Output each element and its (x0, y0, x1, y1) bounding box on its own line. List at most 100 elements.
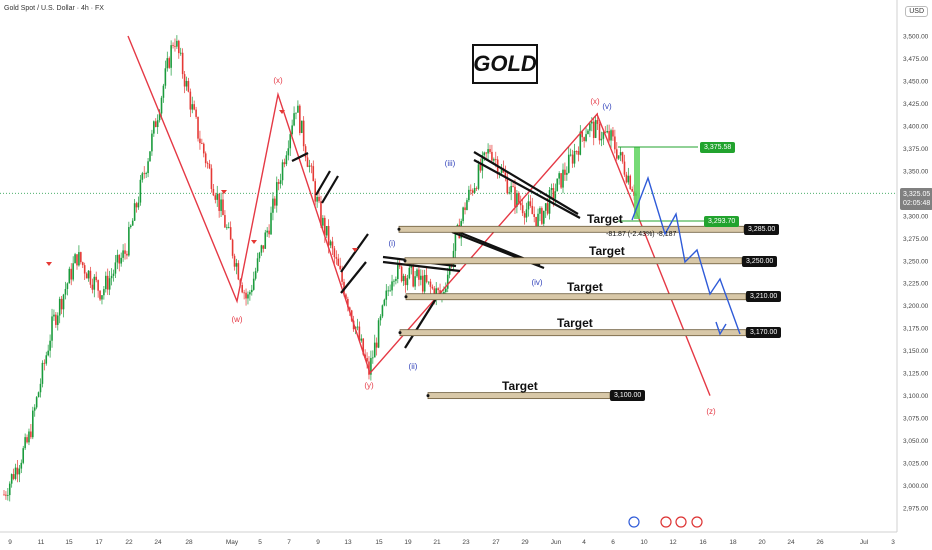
candle-body (189, 91, 192, 110)
measure-box (634, 147, 640, 219)
candle-body (293, 113, 295, 126)
candle-body (614, 136, 616, 150)
event-icon[interactable] (675, 516, 687, 528)
candle-body (22, 448, 25, 463)
candle-body (251, 289, 253, 293)
y-tick-label: 3,050.00 (903, 438, 929, 445)
candle-body (95, 276, 98, 281)
measure-readout: -81.87 (-2.43%) -8,187 (606, 231, 677, 238)
wave-label-x: (x) (590, 97, 600, 106)
candle-body (124, 250, 126, 254)
candle-body (243, 292, 245, 294)
candle-body (306, 157, 309, 167)
y-tick-label: 3,000.00 (903, 483, 929, 490)
candle-body (114, 262, 117, 274)
y-tick-label: 3,100.00 (903, 393, 929, 400)
candle-body (562, 169, 564, 188)
candle-body (101, 295, 103, 300)
currency-badge[interactable]: USD (905, 6, 928, 17)
candle-body (201, 143, 203, 144)
candle-body (208, 163, 211, 169)
candle-body (66, 283, 69, 289)
x-tick-label: 18 (729, 539, 737, 546)
candle-body (535, 216, 537, 228)
candle-body (254, 271, 257, 279)
candle-body (483, 152, 486, 156)
candle-body (45, 355, 48, 364)
candle-body (362, 338, 365, 355)
red-wave-path (127, 35, 711, 396)
y-tick-label: 3,300.00 (903, 213, 929, 220)
candle-body (78, 252, 80, 266)
candle-body (421, 275, 424, 292)
candle-body (464, 207, 466, 211)
candle-body (195, 109, 197, 117)
target-price-tag-4[interactable]: 3,170.00 (746, 327, 782, 338)
x-tick-label: 11 (38, 539, 45, 546)
candle-body (389, 290, 391, 292)
candle-body (122, 250, 124, 258)
target-zone-anchor (403, 259, 407, 263)
candle-body (468, 189, 470, 201)
candle-body (256, 258, 259, 272)
high-price-tag[interactable]: 3,375.58 (700, 142, 736, 153)
candle-body (275, 182, 278, 206)
target-price-tag-3[interactable]: 3,210.00 (746, 291, 782, 302)
candle-body (329, 241, 332, 246)
candle-body (126, 253, 128, 256)
event-icon[interactable] (660, 516, 672, 528)
down-marker (221, 190, 227, 194)
candle-body (592, 121, 595, 138)
target-price-tag-5[interactable]: 3,100.00 (610, 390, 646, 401)
candle-body (420, 275, 422, 280)
y-tick-label: 3,025.00 (903, 461, 929, 468)
down-marker (46, 262, 52, 266)
candle-body (312, 166, 315, 182)
trendline (340, 233, 369, 273)
event-icon[interactable] (628, 516, 640, 528)
candle-body (168, 58, 171, 68)
trendline (382, 260, 461, 273)
x-tick-label: May (226, 539, 239, 546)
candle-body (395, 279, 397, 281)
candle-body (402, 275, 405, 282)
candle-body (425, 274, 428, 282)
candle-body (410, 266, 413, 268)
wave-label-y: (y) (364, 381, 374, 390)
candle-body (283, 162, 286, 165)
candle-body (24, 437, 26, 449)
candle-body (141, 173, 144, 180)
candle-body (518, 193, 520, 203)
candle-body (445, 288, 447, 293)
candle-body (270, 212, 272, 235)
candle-body (341, 269, 343, 282)
target-zone-anchor (404, 295, 408, 299)
current-price-tag[interactable]: 3,325.05 02:05:48 (900, 188, 932, 210)
target-price-tag-1[interactable]: 3,285.00 (744, 224, 780, 235)
candle-body (627, 175, 630, 183)
candle-body (131, 220, 134, 226)
gold-logo-text: GOLD (473, 51, 537, 76)
target-label-1: Target (587, 212, 623, 226)
candle-body (629, 175, 632, 190)
candle-body (33, 407, 36, 411)
candle-body (487, 149, 489, 154)
event-icon[interactable] (691, 516, 703, 528)
candle-body (10, 474, 13, 484)
candle-body (302, 120, 305, 147)
candle-body (489, 149, 491, 152)
low-price-tag[interactable]: 3,293.70 (704, 216, 740, 227)
candle-body (310, 165, 313, 167)
x-tick-label: 9 (316, 539, 320, 546)
candle-body (145, 173, 147, 175)
y-tick-label: 3,500.00 (903, 34, 929, 41)
candle-body (156, 120, 159, 128)
candle-body (30, 431, 32, 438)
candle-body (591, 121, 593, 124)
target-price-tag-2[interactable]: 3,250.00 (742, 256, 778, 267)
candle-body (112, 273, 115, 276)
chart-header-title: Gold Spot / U.S. Dollar · 4h · FX (4, 5, 104, 12)
candle-body (360, 338, 363, 341)
candle-body (174, 45, 176, 47)
